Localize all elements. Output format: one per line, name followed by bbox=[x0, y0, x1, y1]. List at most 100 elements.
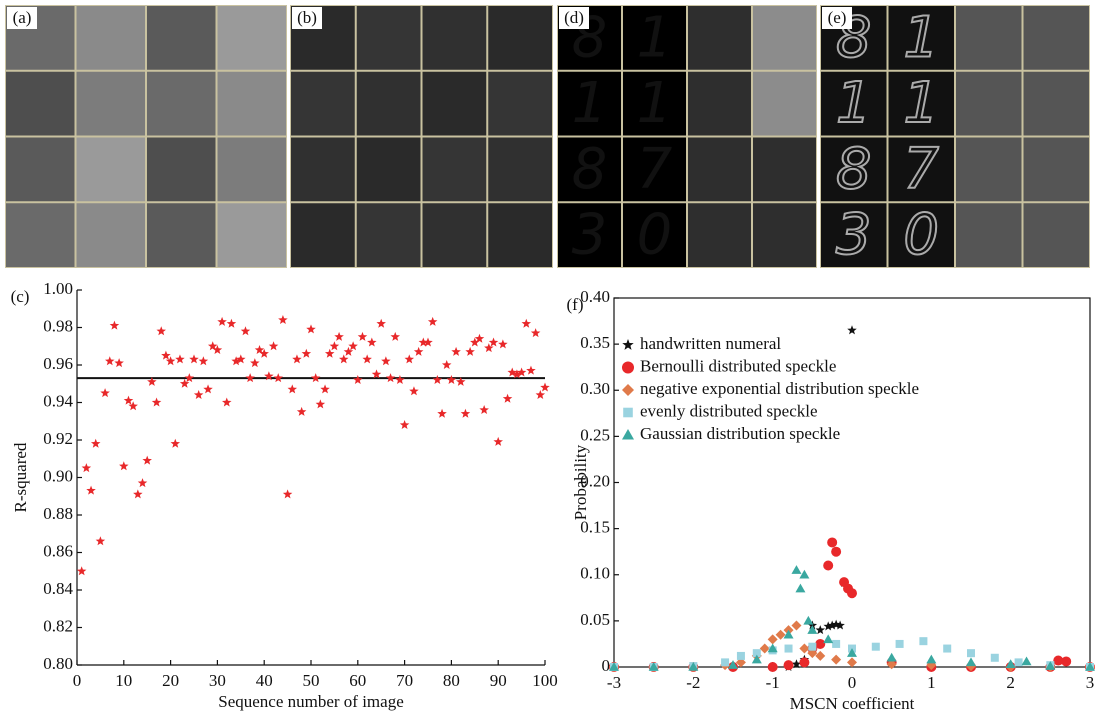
digit: 1 bbox=[637, 71, 673, 136]
panel-label: (e) bbox=[828, 8, 847, 27]
data-point bbox=[292, 354, 302, 364]
image-tile bbox=[422, 71, 487, 136]
data-point bbox=[847, 588, 857, 599]
image-tile bbox=[356, 203, 421, 267]
data-point bbox=[807, 625, 818, 634]
x-tick-label: 10 bbox=[115, 671, 132, 690]
data-point bbox=[418, 337, 429, 347]
image-tile bbox=[1023, 137, 1089, 202]
image-tile bbox=[217, 203, 286, 267]
image-tile bbox=[6, 137, 75, 202]
x-tick-label: -2 bbox=[686, 673, 700, 692]
data-point bbox=[831, 546, 842, 557]
image-tile bbox=[356, 71, 421, 136]
data-point bbox=[264, 371, 274, 381]
x-tick-label: 0 bbox=[848, 673, 857, 692]
data-point bbox=[254, 345, 265, 355]
data-point bbox=[287, 384, 298, 394]
digit: 8 bbox=[836, 137, 872, 202]
data-point bbox=[799, 643, 810, 654]
data-point bbox=[226, 318, 237, 328]
image-tile bbox=[821, 71, 887, 136]
data-point bbox=[767, 643, 778, 653]
x-tick-label: 2 bbox=[1006, 673, 1015, 692]
data-point bbox=[815, 638, 826, 649]
data-point bbox=[385, 373, 396, 383]
data-point bbox=[310, 373, 321, 383]
image-tile bbox=[558, 137, 621, 202]
image-tile bbox=[956, 6, 1022, 70]
x-tick-label: 0 bbox=[73, 671, 82, 690]
data-point bbox=[413, 346, 424, 356]
image-tile bbox=[6, 203, 75, 267]
data-point bbox=[871, 642, 880, 651]
y-tick-label: 0.84 bbox=[43, 579, 73, 598]
data-point bbox=[128, 401, 138, 411]
data-point bbox=[795, 583, 806, 593]
digit: 1 bbox=[903, 5, 939, 70]
data-point bbox=[815, 650, 826, 661]
image-tile bbox=[1023, 6, 1089, 70]
data-point bbox=[193, 390, 204, 400]
data-point bbox=[847, 325, 857, 335]
data-point bbox=[535, 390, 546, 400]
data-point bbox=[353, 375, 363, 385]
image-tile bbox=[147, 203, 216, 267]
image-tile bbox=[488, 203, 552, 267]
image-tile bbox=[291, 71, 355, 136]
image-tile bbox=[688, 203, 751, 267]
data-point bbox=[446, 375, 457, 385]
data-point bbox=[334, 331, 344, 341]
legend-marker bbox=[623, 407, 633, 418]
data-point bbox=[967, 649, 975, 658]
data-point bbox=[278, 315, 288, 325]
data-point bbox=[362, 354, 372, 364]
data-point bbox=[151, 397, 162, 407]
data-point bbox=[784, 644, 793, 653]
data-point bbox=[530, 328, 541, 338]
data-point bbox=[357, 331, 368, 341]
data-point bbox=[465, 346, 475, 356]
data-point bbox=[236, 354, 246, 364]
x-axis-title: MSCN coefficient bbox=[790, 694, 915, 713]
digit: 8 bbox=[572, 137, 608, 202]
data-point bbox=[100, 388, 110, 398]
y-tick-label: 0.20 bbox=[580, 471, 610, 490]
image-tile bbox=[356, 6, 421, 70]
data-point bbox=[823, 621, 833, 631]
data-point bbox=[521, 318, 532, 328]
image-tile bbox=[753, 137, 816, 202]
data-point bbox=[423, 337, 433, 347]
data-point bbox=[147, 376, 157, 386]
data-point bbox=[791, 659, 802, 669]
digit: 0 bbox=[637, 203, 673, 268]
image-tile bbox=[1023, 71, 1089, 136]
image-tile bbox=[688, 71, 751, 136]
data-point bbox=[133, 489, 143, 499]
image-tile bbox=[217, 71, 286, 136]
data-point bbox=[648, 662, 659, 671]
data-point bbox=[90, 438, 101, 448]
data-point bbox=[123, 395, 134, 405]
panel-label-box bbox=[292, 7, 322, 29]
x-tick-label: -1 bbox=[766, 673, 780, 692]
data-point bbox=[470, 337, 480, 347]
data-point bbox=[609, 662, 619, 671]
image-tile bbox=[753, 71, 816, 136]
data-point bbox=[404, 354, 415, 364]
legend-marker bbox=[622, 361, 634, 374]
image-tile bbox=[956, 137, 1022, 202]
data-point bbox=[688, 662, 699, 671]
data-point bbox=[306, 324, 316, 334]
data-point bbox=[783, 629, 794, 639]
y-axis-title: Probability bbox=[571, 444, 590, 520]
data-point bbox=[502, 393, 513, 403]
image-tile bbox=[217, 6, 286, 70]
data-point bbox=[189, 354, 199, 364]
data-point bbox=[259, 348, 269, 358]
y-tick-label: 0.80 bbox=[43, 654, 73, 673]
image-tile bbox=[422, 203, 487, 267]
image-tile bbox=[6, 71, 75, 136]
data-point bbox=[775, 629, 786, 640]
data-point bbox=[114, 358, 124, 368]
